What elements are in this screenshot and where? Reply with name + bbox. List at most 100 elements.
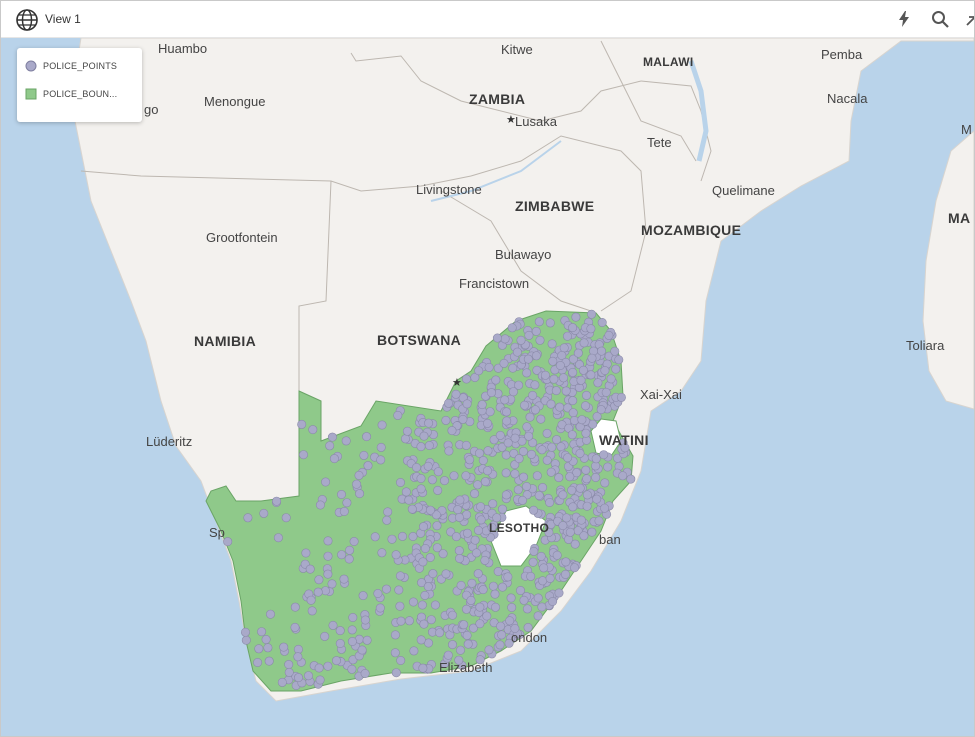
police-point[interactable] [423, 582, 433, 592]
police-point[interactable] [345, 545, 355, 555]
police-point[interactable] [223, 537, 233, 547]
police-point[interactable] [499, 358, 509, 368]
police-point[interactable] [411, 462, 421, 472]
police-point[interactable] [578, 365, 588, 375]
police-point[interactable] [552, 435, 562, 445]
police-point[interactable] [557, 350, 567, 360]
police-point[interactable] [321, 477, 331, 487]
police-point[interactable] [463, 639, 473, 649]
police-point[interactable] [307, 606, 317, 616]
police-point[interactable] [478, 585, 488, 595]
police-point[interactable] [591, 454, 601, 464]
police-point[interactable] [466, 595, 476, 605]
police-point[interactable] [395, 601, 405, 611]
police-point[interactable] [497, 442, 507, 452]
police-point[interactable] [523, 622, 533, 632]
police-point[interactable] [482, 466, 492, 476]
police-point[interactable] [438, 549, 448, 559]
police-point[interactable] [265, 609, 275, 619]
police-point[interactable] [495, 430, 505, 440]
police-point[interactable] [618, 471, 628, 481]
police-point[interactable] [473, 480, 483, 490]
police-point[interactable] [614, 355, 624, 365]
police-point[interactable] [290, 622, 300, 632]
police-point[interactable] [593, 378, 603, 388]
police-point[interactable] [395, 571, 405, 581]
police-point[interactable] [441, 415, 451, 425]
police-point[interactable] [568, 502, 578, 512]
police-point[interactable] [560, 569, 570, 579]
police-point[interactable] [419, 431, 429, 441]
police-point[interactable] [471, 548, 481, 558]
police-point[interactable] [554, 588, 564, 598]
police-point[interactable] [576, 375, 586, 385]
police-point[interactable] [592, 494, 602, 504]
police-point[interactable] [599, 450, 609, 460]
police-point[interactable] [538, 576, 548, 586]
police-point[interactable] [443, 650, 453, 660]
police-point[interactable] [383, 507, 393, 517]
police-point[interactable] [597, 317, 607, 327]
police-point[interactable] [418, 522, 428, 532]
police-point[interactable] [400, 434, 410, 444]
map-canvas[interactable]: ZAMBIA MALAWI ZIMBABWE MOZAMBIQUE NAMIBI… [1, 38, 974, 736]
police-point[interactable] [459, 620, 469, 630]
police-point[interactable] [475, 655, 485, 665]
police-point[interactable] [591, 472, 601, 482]
police-point[interactable] [382, 515, 392, 525]
police-point[interactable] [484, 362, 494, 372]
police-point[interactable] [359, 450, 369, 460]
police-point[interactable] [279, 642, 289, 652]
police-point[interactable] [455, 495, 465, 505]
police-point[interactable] [606, 374, 616, 384]
police-point[interactable] [480, 477, 490, 487]
police-point[interactable] [508, 363, 518, 373]
police-point[interactable] [601, 387, 611, 397]
police-point[interactable] [261, 634, 271, 644]
police-point[interactable] [461, 374, 471, 384]
police-point[interactable] [586, 324, 596, 334]
police-point[interactable] [461, 440, 471, 450]
police-point[interactable] [297, 419, 307, 429]
police-point[interactable] [596, 405, 606, 415]
police-point[interactable] [303, 671, 313, 681]
police-point[interactable] [290, 602, 300, 612]
police-point[interactable] [348, 612, 358, 622]
police-point[interactable] [281, 513, 291, 523]
police-point[interactable] [323, 536, 333, 546]
police-point[interactable] [577, 415, 587, 425]
police-point[interactable] [572, 468, 582, 478]
police-point[interactable] [470, 489, 480, 499]
police-point[interactable] [327, 432, 337, 442]
police-point[interactable] [575, 448, 585, 458]
police-point[interactable] [508, 387, 518, 397]
police-point[interactable] [567, 430, 577, 440]
police-point[interactable] [500, 395, 510, 405]
search-icon[interactable] [930, 9, 950, 29]
police-point[interactable] [454, 512, 464, 522]
police-point[interactable] [501, 468, 511, 478]
police-point[interactable] [501, 450, 511, 460]
police-point[interactable] [483, 446, 493, 456]
police-point[interactable] [536, 551, 546, 561]
police-point[interactable] [391, 668, 401, 678]
police-point[interactable] [518, 446, 528, 456]
police-point[interactable] [396, 655, 406, 665]
legend-item-police-boundaries[interactable]: POLICE_BOUN... [25, 86, 117, 102]
police-point[interactable] [522, 481, 532, 491]
police-point[interactable] [313, 587, 323, 597]
police-point[interactable] [474, 448, 484, 458]
police-point[interactable] [416, 635, 426, 645]
police-point[interactable] [488, 581, 498, 591]
police-point[interactable] [587, 527, 597, 537]
police-point[interactable] [503, 572, 513, 582]
police-point[interactable] [616, 392, 626, 402]
police-point[interactable] [314, 663, 324, 673]
police-point[interactable] [444, 446, 454, 456]
police-point[interactable] [328, 620, 338, 630]
police-point[interactable] [526, 571, 536, 581]
police-point[interactable] [531, 351, 541, 361]
police-point[interactable] [470, 372, 480, 382]
police-point[interactable] [458, 414, 468, 424]
police-point[interactable] [522, 604, 532, 614]
